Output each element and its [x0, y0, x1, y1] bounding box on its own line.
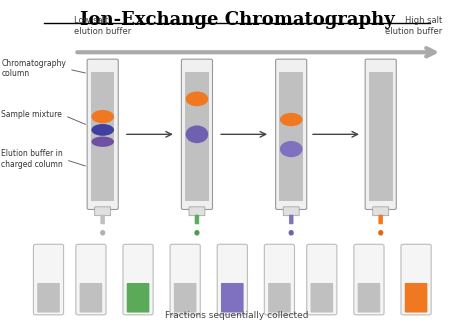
Ellipse shape — [91, 136, 114, 147]
Text: Ion-Exchange Chromatography: Ion-Exchange Chromatography — [80, 11, 394, 29]
FancyBboxPatch shape — [283, 207, 299, 216]
Ellipse shape — [91, 124, 114, 136]
FancyBboxPatch shape — [189, 207, 205, 216]
Bar — [279, 72, 303, 201]
Text: Fractions sequentially collected: Fractions sequentially collected — [165, 311, 309, 320]
Ellipse shape — [186, 91, 208, 106]
FancyBboxPatch shape — [217, 244, 247, 315]
Bar — [185, 72, 209, 201]
Text: Elution buffer in
charged column: Elution buffer in charged column — [1, 149, 85, 168]
FancyBboxPatch shape — [276, 59, 307, 210]
FancyBboxPatch shape — [127, 283, 149, 312]
FancyBboxPatch shape — [170, 244, 200, 315]
FancyBboxPatch shape — [354, 244, 384, 315]
FancyBboxPatch shape — [174, 283, 197, 312]
FancyBboxPatch shape — [195, 215, 199, 224]
Ellipse shape — [280, 141, 302, 157]
Ellipse shape — [378, 230, 383, 236]
FancyBboxPatch shape — [268, 283, 291, 312]
FancyBboxPatch shape — [310, 283, 333, 312]
Bar — [369, 72, 392, 201]
FancyBboxPatch shape — [379, 215, 383, 224]
FancyBboxPatch shape — [80, 283, 102, 312]
FancyBboxPatch shape — [37, 283, 60, 312]
FancyBboxPatch shape — [405, 283, 428, 312]
FancyBboxPatch shape — [365, 59, 396, 210]
Ellipse shape — [186, 125, 208, 143]
FancyBboxPatch shape — [307, 244, 337, 315]
Text: Low salt
elution buffer: Low salt elution buffer — [74, 17, 132, 36]
Text: Chromatography
column: Chromatography column — [1, 59, 85, 78]
FancyBboxPatch shape — [87, 59, 118, 210]
FancyBboxPatch shape — [123, 244, 153, 315]
Ellipse shape — [91, 110, 114, 123]
FancyBboxPatch shape — [95, 207, 111, 216]
Ellipse shape — [194, 230, 200, 236]
Text: High salt
elution buffer: High salt elution buffer — [385, 17, 442, 36]
FancyBboxPatch shape — [289, 215, 293, 224]
FancyBboxPatch shape — [264, 244, 294, 315]
Text: Sample mixture: Sample mixture — [1, 110, 85, 124]
Ellipse shape — [289, 230, 294, 236]
FancyBboxPatch shape — [357, 283, 380, 312]
Bar — [91, 72, 115, 201]
FancyBboxPatch shape — [401, 244, 431, 315]
FancyBboxPatch shape — [101, 215, 105, 224]
FancyBboxPatch shape — [373, 207, 389, 216]
Ellipse shape — [100, 230, 105, 236]
FancyBboxPatch shape — [34, 244, 64, 315]
Ellipse shape — [280, 113, 302, 126]
FancyBboxPatch shape — [76, 244, 106, 315]
FancyBboxPatch shape — [182, 59, 212, 210]
FancyBboxPatch shape — [221, 283, 244, 312]
